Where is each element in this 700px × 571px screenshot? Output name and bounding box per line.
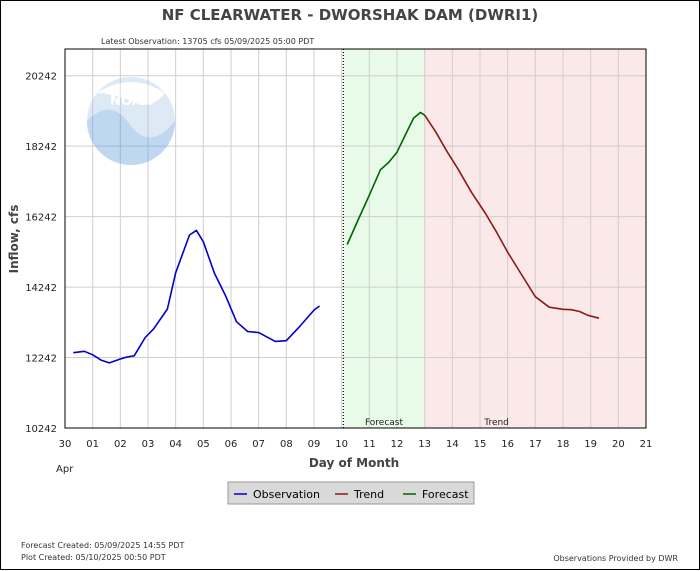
x-tick-label: 13 (418, 439, 431, 450)
region-labels: Forecast Trend (365, 418, 509, 428)
y-tick-label: 14242 (25, 283, 57, 294)
x-tick-label: 10 (335, 439, 348, 450)
region-label-forecast: Forecast (365, 418, 404, 428)
series-line-forecast (346, 111, 426, 245)
x-tick-labels: 30 01 02 03 04 05 06 07 08 09 10 11 12 13 14 15 16 17 18 19… (59, 439, 653, 450)
x-tick-label: 06 (225, 439, 238, 450)
legend-label-trend: Trend (353, 488, 384, 501)
provider-text: Observations Provided by DWR (553, 554, 678, 563)
x-tick-label: 08 (280, 439, 293, 450)
x-tick-label: 03 (142, 439, 155, 450)
latest-observation-text: Latest Observation: 13705 cfs 05/09/2025… (101, 37, 314, 46)
chart-title: NF CLEARWATER - DWORSHAK DAM (DWRI1) (162, 6, 539, 24)
x-tick-label: 19 (584, 439, 597, 450)
x-tick-label: 07 (252, 439, 265, 450)
x-tick-label: 30 (59, 439, 72, 450)
forecast-trend-regions (343, 49, 646, 428)
y-tick-label: 18242 (25, 142, 57, 153)
x-tick-label: 14 (446, 439, 459, 450)
x-tick-label: 16 (501, 439, 514, 450)
x-tick-label: 01 (86, 439, 99, 450)
legend-label-observation: Observation (253, 488, 320, 501)
x-tick-label: 11 (363, 439, 376, 450)
plot-created-text: Plot Created: 05/10/2025 00:50 PDT (21, 553, 166, 562)
x-tick-label: 04 (169, 439, 182, 450)
plot-border (64, 48, 647, 429)
y-tick-label: 12242 (25, 354, 57, 365)
x-axis-label: Day of Month (309, 456, 399, 470)
series-line-trend (424, 114, 600, 319)
y-tick-label: 20242 (25, 72, 57, 83)
y-axis-label: Inflow, cfs (7, 205, 21, 274)
x-tick-label: 21 (640, 439, 653, 450)
noaa-logo: NOAA (87, 77, 175, 165)
noaa-logo-text: NOAA (110, 94, 152, 109)
x-tick-label: 17 (529, 439, 542, 450)
forecast-created-text: Forecast Created: 05/09/2025 14:55 PDT (21, 541, 185, 550)
legend: Observation Trend Forecast (227, 481, 475, 505)
x-tick-label: 18 (557, 439, 570, 450)
x-tick-label: 05 (197, 439, 210, 450)
region-forecast (343, 49, 425, 428)
x-tick-label: 12 (391, 439, 404, 450)
y-tick-label: 10242 (25, 424, 57, 435)
month-label: Apr (56, 464, 74, 475)
series-line-observation (73, 229, 320, 364)
x-tick-label: 09 (308, 439, 321, 450)
y-tick-label: 16242 (25, 213, 57, 224)
legend-label-forecast: Forecast (422, 488, 469, 501)
x-tick-label: 15 (474, 439, 487, 450)
x-tick-label: 02 (114, 439, 127, 450)
legend-box (227, 481, 475, 505)
region-label-trend: Trend (483, 418, 509, 428)
series-lines (73, 111, 600, 364)
x-tick-label: 20 (612, 439, 625, 450)
y-tick-labels: 10242 12242 14242 16242 18242 20242 (25, 72, 57, 435)
